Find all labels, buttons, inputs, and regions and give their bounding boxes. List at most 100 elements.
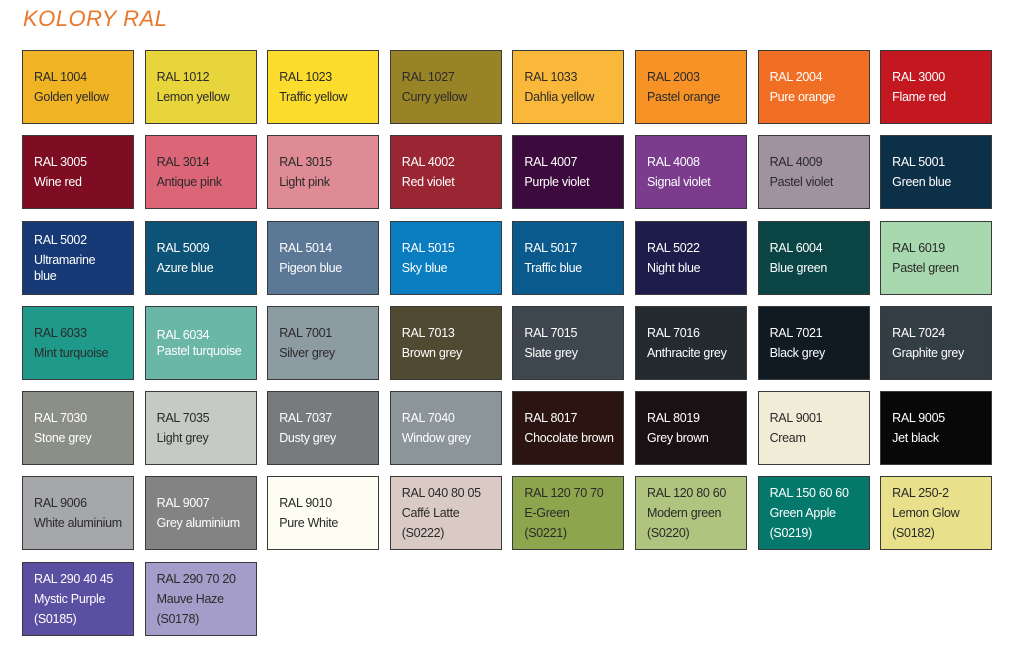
swatch-ref: (S0219)	[769, 526, 813, 541]
swatch-code: RAL 2004	[769, 70, 823, 84]
color-swatch: RAL 8017 Chocolate brown	[512, 391, 625, 466]
color-swatch: RAL 040 80 05 Caffé Latte (S0222)	[389, 476, 502, 551]
swatch-name: Purple violet	[524, 175, 590, 190]
color-swatch: RAL 1012 Lemon yellow	[144, 50, 257, 124]
swatch-code: RAL 4009	[769, 155, 823, 170]
color-swatch: RAL 9010 Pure White	[267, 476, 380, 551]
color-swatch: RAL 1004 Golden yellow	[22, 50, 134, 124]
swatch-code: RAL 7030	[34, 411, 87, 426]
swatch-code: RAL 150 60 60	[769, 486, 849, 501]
swatch-code: RAL 7001	[279, 325, 332, 340]
swatch-code: RAL 3000	[892, 70, 945, 84]
swatch-code: RAL 5022	[646, 240, 700, 255]
page-title: KOLORY RAL	[23, 6, 168, 31]
swatch-ref: (S0185)	[34, 611, 77, 626]
swatch-code: RAL 9007	[156, 496, 210, 511]
swatch-code: RAL 6019	[892, 240, 945, 255]
swatch-name: Traffic blue	[524, 260, 582, 275]
swatch-name: Pastel green	[892, 260, 959, 275]
swatch-code: RAL 5001	[892, 155, 945, 170]
swatch-name: White aluminium	[34, 516, 122, 531]
swatch-name: Pastel turquoise	[156, 343, 242, 358]
color-swatch: RAL 6033 Mint turquoise	[22, 305, 134, 380]
swatch-name: Sky blue	[401, 260, 448, 275]
swatch-name: Mystic Purple	[34, 591, 106, 606]
color-swatch: RAL 150 60 60 Green Apple (S0219)	[757, 476, 870, 551]
swatch-code: RAL 7037	[279, 411, 332, 426]
swatch-name: Silver grey	[279, 345, 335, 360]
swatch-name: Pastel violet	[769, 175, 834, 190]
swatch-name: Antique pink	[156, 175, 223, 190]
swatch-name: Dusty grey	[279, 431, 336, 446]
swatch-code: RAL 9005	[892, 411, 945, 426]
color-swatch: RAL 2003 Pastel orange	[634, 50, 747, 124]
swatch-name: Flame red	[892, 90, 946, 104]
swatch-name: Pigeon blue	[279, 260, 342, 275]
swatch-name: Golden yellow	[34, 90, 109, 104]
swatch-code: RAL 040 80 05	[401, 486, 481, 501]
swatch-name: Pastel orange	[646, 90, 721, 104]
swatch-name: Modern green	[646, 506, 722, 521]
color-swatch: RAL 5014 Pigeon blue	[267, 220, 380, 295]
swatch-ref: (S0182)	[892, 526, 935, 541]
color-swatch: RAL 7037 Dusty grey	[267, 391, 380, 466]
swatch-code: RAL 5017	[524, 240, 578, 255]
swatch-name: Red violet	[401, 175, 455, 190]
swatch-name: E-Green	[524, 506, 570, 521]
color-swatch: RAL 250-2 Lemon Glow (S0182)	[880, 476, 993, 551]
color-swatch: RAL 4009 Pastel violet	[757, 135, 870, 210]
swatch-code: RAL 1023	[279, 70, 332, 84]
swatch-code: RAL 5009	[156, 240, 210, 255]
swatch-code: RAL 7021	[769, 325, 823, 340]
swatch-code: RAL 4002	[401, 155, 455, 170]
swatch-name: Traffic yellow	[279, 90, 348, 104]
swatch-name: Signal violet	[646, 175, 711, 190]
color-swatch: RAL 5009 Azure blue	[144, 220, 257, 295]
color-swatch: RAL 5022 Night blue	[634, 220, 747, 295]
color-swatch: RAL 9006 White aluminium	[22, 476, 134, 551]
swatch-code: RAL 6033	[34, 325, 87, 340]
swatch-name: Azure blue	[156, 260, 214, 275]
swatch-name: Window grey	[401, 431, 471, 446]
color-swatch: RAL 3005 Wine red	[22, 135, 134, 210]
color-swatch: RAL 1027 Curry yellow	[389, 50, 502, 124]
swatch-name: Light pink	[279, 175, 330, 190]
swatch-name: Slate grey	[524, 345, 578, 360]
swatch-name: Wine red	[34, 175, 82, 190]
swatch-code: RAL 9010	[279, 496, 332, 511]
swatch-name: Curry yellow	[401, 90, 467, 104]
color-swatch: RAL 8019 Grey brown	[634, 391, 747, 466]
swatch-code: RAL 120 80 60	[646, 486, 727, 501]
swatch-code: RAL 3014	[156, 155, 210, 170]
swatch-code: RAL 290 70 20	[156, 571, 236, 586]
swatch-code: RAL 1004	[34, 70, 87, 84]
color-swatch: RAL 7035 Light grey	[144, 391, 257, 466]
swatch-code: RAL 5014	[279, 240, 332, 255]
swatch-code: RAL 8017	[524, 411, 578, 426]
swatch-code: RAL 5015	[401, 240, 455, 255]
swatch-code: RAL 2003	[646, 70, 700, 84]
color-swatch: RAL 7021 Black grey	[757, 305, 870, 380]
color-swatch: RAL 120 70 70 E-Green (S0221)	[512, 476, 625, 551]
swatch-code: RAL 7016	[646, 325, 700, 340]
color-swatch-grid: RAL 1004 Golden yellow RAL 1012 Lemon yello…	[22, 50, 993, 636]
color-swatch: RAL 7040 Window grey	[389, 391, 502, 466]
color-swatch: RAL 1033 Dahlia yellow	[512, 50, 625, 124]
color-swatch: RAL 6004 Blue green	[757, 220, 870, 295]
swatch-name: Black grey	[769, 345, 826, 360]
swatch-name: Graphite grey	[892, 345, 964, 360]
color-swatch: RAL 7001 Silver grey	[267, 305, 380, 380]
color-swatch: RAL 4007 Purple violet	[512, 135, 625, 210]
color-swatch: RAL 290 40 45 Mystic Purple (S0185)	[22, 561, 134, 636]
swatch-code: RAL 7035	[156, 411, 210, 426]
swatch-name: Stone grey	[34, 431, 92, 446]
color-swatch: RAL 290 70 20 Mauve Haze (S0178)	[144, 561, 257, 636]
swatch-code: RAL 250-2	[892, 486, 949, 501]
swatch-name: Light grey	[156, 431, 209, 446]
swatch-ref: (S0178)	[156, 611, 200, 626]
color-swatch: RAL 7030 Stone grey	[22, 391, 134, 466]
swatch-name: Night blue	[646, 260, 701, 275]
swatch-code: RAL 1033	[524, 70, 578, 84]
color-swatch: RAL 2004 Pure orange	[757, 50, 870, 124]
swatch-name: Grey brown	[646, 431, 709, 446]
